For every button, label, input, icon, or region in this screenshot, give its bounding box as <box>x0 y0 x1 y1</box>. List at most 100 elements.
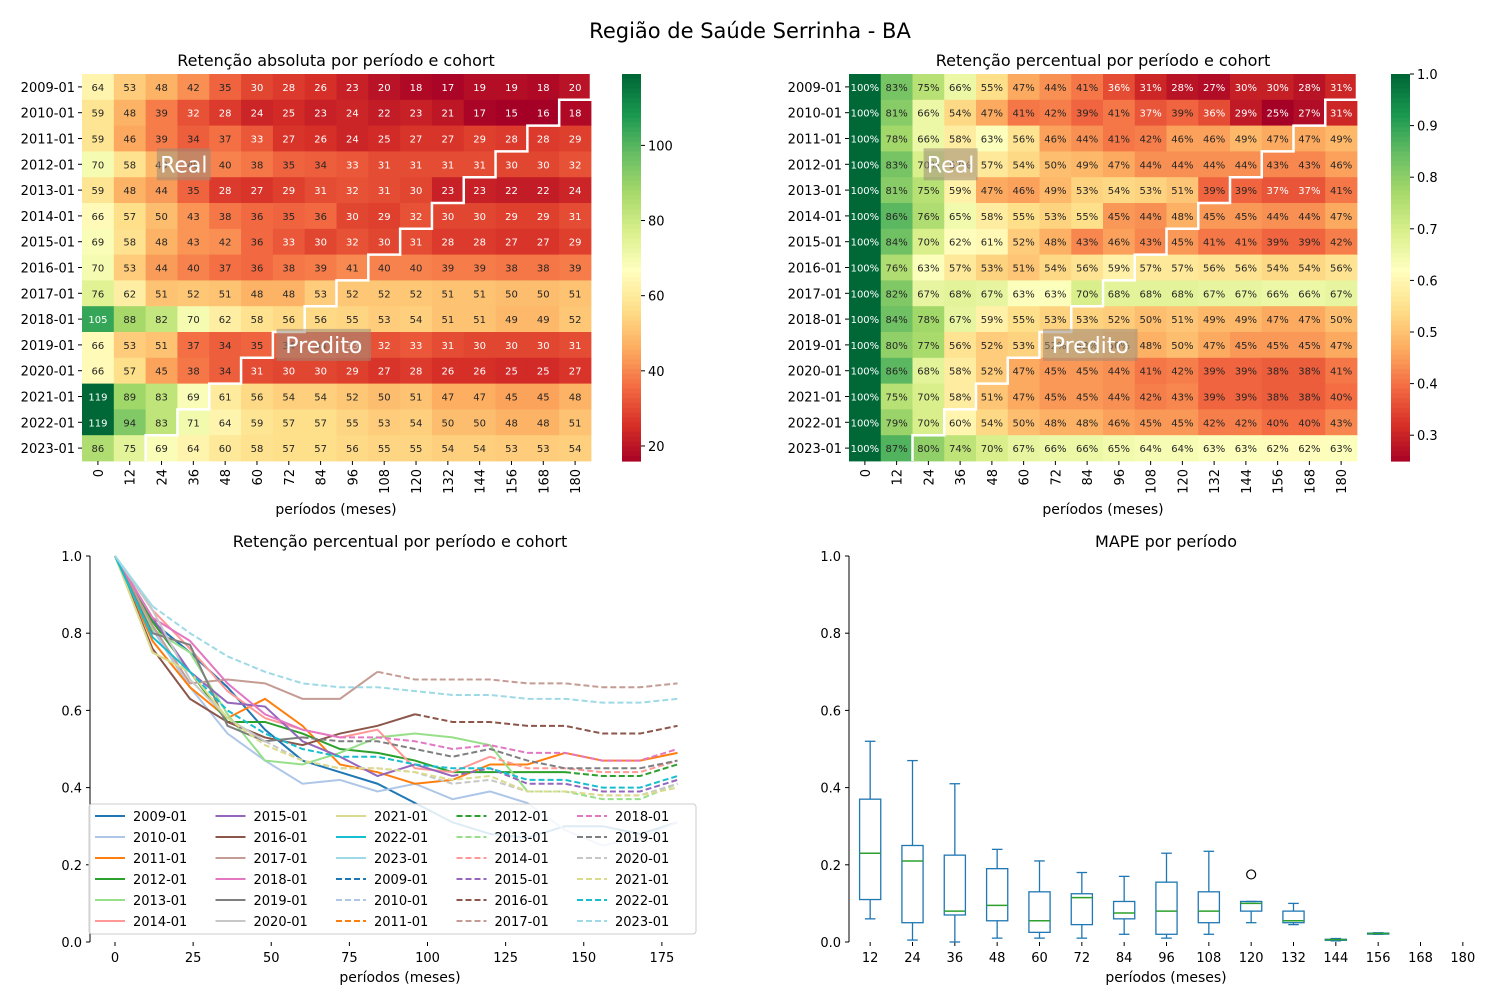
heatmap-cell-label: 70% <box>917 238 939 249</box>
heatmap-cell-label: 37 <box>219 135 232 146</box>
heatmap-cell-label: 48 <box>155 83 168 94</box>
colorbar-segment <box>1391 132 1410 138</box>
legend-label: 2018-01 <box>254 873 308 888</box>
y-tick-label: 2015-01 <box>21 236 75 251</box>
heatmap-cell <box>1103 409 1136 436</box>
heatmap-cell <box>272 177 306 204</box>
heatmap-cell <box>944 254 977 281</box>
heatmap-cell <box>209 409 242 436</box>
heatmap-cell-label: 67% <box>1203 289 1225 300</box>
heatmap-cell <box>1103 280 1136 307</box>
heatmap-cell <box>400 383 433 410</box>
colorbar-segment <box>1391 175 1410 182</box>
heatmap-cell-label: 66% <box>917 109 939 120</box>
heatmap-cell <box>1230 99 1263 126</box>
heatmap-cell <box>1166 280 1199 307</box>
colorbar-segment <box>1391 78 1410 85</box>
y-tick-label: 2015-01 <box>788 236 842 251</box>
heatmap-cell-label: 63% <box>1330 444 1352 455</box>
heatmap-cell <box>912 177 945 204</box>
colorbar-segment <box>622 112 641 119</box>
annotation-real: Real <box>927 153 974 178</box>
heatmap-cell-label: 45% <box>1140 418 1162 429</box>
heatmap-cell <box>849 125 882 152</box>
heatmap-cell-label: 32 <box>187 109 200 120</box>
heatmap-cell <box>1261 357 1294 384</box>
y-tick-label: 0.4 <box>61 782 82 797</box>
colorbar-segment <box>622 98 641 104</box>
x-tick-label: 144 <box>1240 469 1255 494</box>
heatmap-cell-label: 64 <box>187 444 200 455</box>
colorbar-segment <box>1391 291 1410 298</box>
heatmap-cell-label: 54 <box>473 444 486 455</box>
heatmap-cell <box>559 280 592 307</box>
legend-label: 2023-01 <box>374 852 428 867</box>
heatmap-cell-label: 47 <box>473 393 486 404</box>
heatmap-cell <box>241 74 274 101</box>
heatmap-cell-label: 48 <box>123 186 136 197</box>
heatmap-cell-label: 41% <box>1076 83 1098 94</box>
colorbar-segment <box>622 223 641 230</box>
colorbar-segment <box>622 190 641 196</box>
heatmap-cell <box>1293 280 1326 307</box>
heatmap-cell <box>272 280 306 307</box>
x-tick-label: 120 <box>1176 469 1191 494</box>
heatmap-cell <box>209 280 242 307</box>
heatmap-cell <box>241 99 274 126</box>
heatmap-cell <box>82 357 115 384</box>
heatmap-cell-label: 37% <box>1140 109 1162 120</box>
x-tick-label: 36 <box>187 469 202 486</box>
heatmap-cell-label: 57 <box>123 212 136 223</box>
heatmap-cell-label: 30 <box>473 212 486 223</box>
heatmap-cell <box>241 383 274 410</box>
colorbar-segment <box>622 301 641 307</box>
heatmap-cell-label: 88 <box>123 315 136 326</box>
heatmap-cell <box>1166 409 1199 436</box>
colorbar-segment <box>622 136 641 143</box>
heatmap-cell-label: 77% <box>917 341 939 352</box>
heatmap-cell <box>849 306 882 333</box>
heatmap-cell-label: 44% <box>1267 212 1289 223</box>
y-tick-label: 2010-01 <box>21 107 75 122</box>
heatmap-cell <box>304 151 337 178</box>
heatmap-cell-label: 55 <box>410 444 423 455</box>
box-body <box>901 844 924 924</box>
heatmap-cell <box>976 306 1009 333</box>
heatmap-cell <box>304 99 337 126</box>
heatmap-cell-label: 66% <box>1076 444 1098 455</box>
heatmap-cell <box>1230 280 1263 307</box>
heatmap-cell-label: 48% <box>1171 212 1193 223</box>
heatmap-cell-label: 70 <box>187 315 200 326</box>
heatmap-cell <box>912 357 945 384</box>
heatmap-cell-label: 47% <box>1013 83 1035 94</box>
heatmap-cell <box>1007 306 1040 333</box>
heatmap-cell <box>1261 280 1294 307</box>
heatmap-cell <box>1261 228 1294 255</box>
legend-label: 2011-01 <box>133 852 187 867</box>
heatmap-cell-label: 57 <box>282 444 295 455</box>
heatmap-cell <box>368 435 401 462</box>
heatmap-cell-label: 52% <box>981 367 1003 378</box>
heatmap-cell-label: 41% <box>1108 109 1130 120</box>
heatmap-cell <box>1071 409 1104 436</box>
heatmap-cell-label: 22 <box>537 186 550 197</box>
x-tick-label: 120 <box>1239 951 1264 966</box>
colorbar-segment <box>1391 267 1410 273</box>
heatmap-cell <box>880 203 913 230</box>
heatmap-cell-label: 39% <box>1203 393 1225 404</box>
heatmap-cell-label: 58 <box>123 160 136 171</box>
heatmap-cell-label: 53% <box>1076 186 1098 197</box>
heatmap-cell <box>559 254 592 281</box>
colorbar-segment <box>1391 393 1410 399</box>
legend-label: 2014-01 <box>495 852 549 867</box>
colorbar-segment <box>1391 209 1410 215</box>
heatmap-cell-label: 84% <box>886 238 908 249</box>
heatmap-cell-label: 31 <box>473 160 486 171</box>
heatmap-cell <box>944 435 977 462</box>
colorbar-segment <box>622 141 641 148</box>
heatmap-cell-label: 52 <box>410 289 423 300</box>
heatmap-cell-label: 40% <box>1330 393 1352 404</box>
colorbar-segment <box>1391 107 1410 114</box>
heatmap-cell <box>431 177 465 204</box>
series-line <box>114 555 229 719</box>
